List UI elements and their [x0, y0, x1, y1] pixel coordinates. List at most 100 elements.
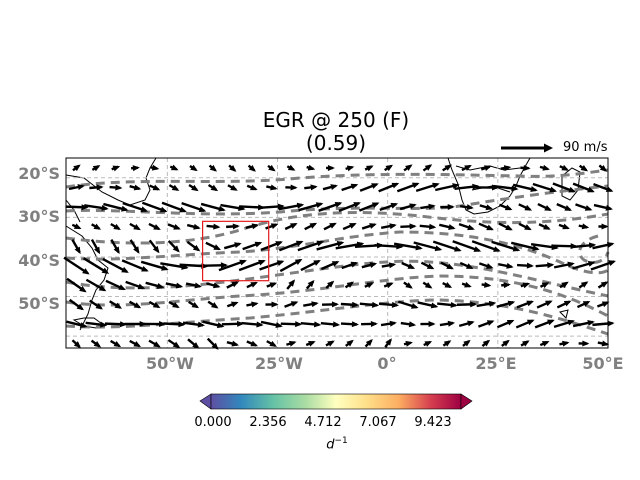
- wind-vector-head: [118, 284, 126, 290]
- wind-vector-head: [601, 340, 610, 347]
- wind-vector-head: [232, 223, 240, 230]
- wind-vector-head: [159, 321, 167, 328]
- wind-vector-head: [505, 224, 513, 231]
- wind-vector-head: [139, 320, 147, 327]
- wind-vector-head: [346, 165, 355, 172]
- wind-vector-head: [466, 204, 474, 211]
- wind-vector-head: [351, 301, 360, 308]
- wind-vector-head: [606, 241, 615, 248]
- wind-vector-head: [484, 165, 492, 172]
- wind-vector-head: [275, 241, 283, 247]
- wind-vector-head: [311, 301, 319, 308]
- wind-vector-head: [486, 224, 494, 231]
- wind-vector-head: [250, 281, 258, 288]
- wind-vector-head: [153, 224, 161, 230]
- wind-vector-head: [391, 182, 400, 189]
- wind-vector-head: [307, 279, 315, 288]
- wind-vector-head: [141, 265, 149, 272]
- wind-vector-head: [444, 164, 453, 171]
- wind-vector-head: [350, 183, 359, 190]
- wind-vector-head: [316, 240, 325, 247]
- wind-vector-head: [409, 223, 417, 230]
- wind-vector-head: [608, 260, 616, 266]
- wind-vector-head: [133, 341, 142, 348]
- wind-vector-head: [153, 341, 161, 348]
- wind-vector-head: [349, 223, 357, 229]
- wind-vector-head: [115, 184, 123, 191]
- wind-vector-head: [93, 223, 102, 230]
- wind-vector-head: [470, 301, 478, 308]
- wind-vector-head: [506, 262, 514, 269]
- wind-vector-head: [96, 184, 104, 191]
- wind-vector-head: [334, 202, 343, 208]
- wind-vector-head: [561, 281, 569, 288]
- colorbar-tick-2: 4.712: [304, 415, 342, 430]
- wind-vector-head: [132, 165, 140, 172]
- wind-vector-head: [391, 301, 400, 308]
- gridlines: [66, 158, 608, 348]
- wind-vector-head: [542, 164, 550, 171]
- wind-vector-head: [385, 338, 392, 346]
- wind-vector-head: [76, 303, 84, 311]
- wind-vector-head: [172, 245, 180, 253]
- wind-vector-head: [209, 164, 218, 172]
- wind-vector-head: [121, 205, 129, 212]
- wind-vector-head: [504, 204, 513, 211]
- wind-vector-head: [346, 339, 354, 347]
- map-subtitle-correlation: (0.59): [305, 131, 367, 155]
- wind-vector-head: [251, 301, 259, 308]
- wind-vector-head: [308, 341, 316, 347]
- wind-vector-head: [213, 244, 221, 251]
- wind-vector-head: [506, 319, 515, 326]
- wind-vector-head: [485, 263, 494, 269]
- wind-vector-head: [113, 246, 120, 255]
- wind-vector-head: [268, 164, 276, 172]
- reference-vector-arrow: [501, 143, 553, 153]
- wind-vector-head: [503, 165, 512, 172]
- wind-vector-head: [251, 223, 260, 230]
- colorbar-tick-4: 9.423: [414, 415, 452, 430]
- wind-vector-head: [113, 340, 122, 348]
- wind-vector-head: [256, 321, 264, 328]
- wind-vector-head: [159, 206, 168, 213]
- wind-vector-head: [549, 186, 557, 193]
- wind-vector-head: [541, 282, 550, 289]
- wind-vector-head: [428, 320, 436, 327]
- wind-vector-head: [133, 224, 141, 231]
- wind-vector-head: [564, 205, 573, 211]
- wind-vector-head: [197, 321, 205, 328]
- wind-vector-head: [486, 320, 495, 326]
- wind-vector-head: [415, 244, 423, 251]
- wind-vector-head: [523, 164, 531, 171]
- wind-vector-head: [287, 164, 296, 171]
- colorbar-tick-1: 2.356: [249, 415, 287, 430]
- wind-vector-head: [526, 319, 535, 326]
- wind-vector-head: [288, 279, 296, 287]
- wind-vector-head: [175, 282, 184, 289]
- colorbar-extend-low: [199, 393, 212, 410]
- wind-vector-head: [524, 224, 532, 231]
- lon-label-25w: 25°W: [255, 354, 303, 373]
- wind-vector-head: [191, 301, 200, 309]
- wind-vector-head: [541, 341, 550, 347]
- wind-vector-head: [307, 164, 316, 171]
- wind-vector-head: [366, 282, 374, 289]
- wind-vector-head: [600, 281, 609, 288]
- wind-vector-head: [212, 282, 221, 289]
- wind-vector-head: [601, 223, 609, 230]
- wind-vector-head: [473, 246, 482, 252]
- wind-vector-head: [258, 259, 266, 266]
- wind-vector-head: [371, 301, 380, 308]
- wind-vector-head: [547, 319, 555, 326]
- wind-vector-head: [82, 268, 90, 275]
- wind-vector-head: [544, 205, 552, 211]
- wind-vector-head: [81, 204, 89, 211]
- wind-vector-head: [467, 320, 475, 327]
- wind-vector-head: [350, 261, 359, 268]
- wind-vector-head: [101, 267, 110, 274]
- colorbar-extend-high: [460, 393, 473, 410]
- wind-vector-head: [568, 186, 576, 193]
- lon-label-50w: 50°W: [146, 354, 194, 373]
- wind-vector-head: [467, 224, 475, 231]
